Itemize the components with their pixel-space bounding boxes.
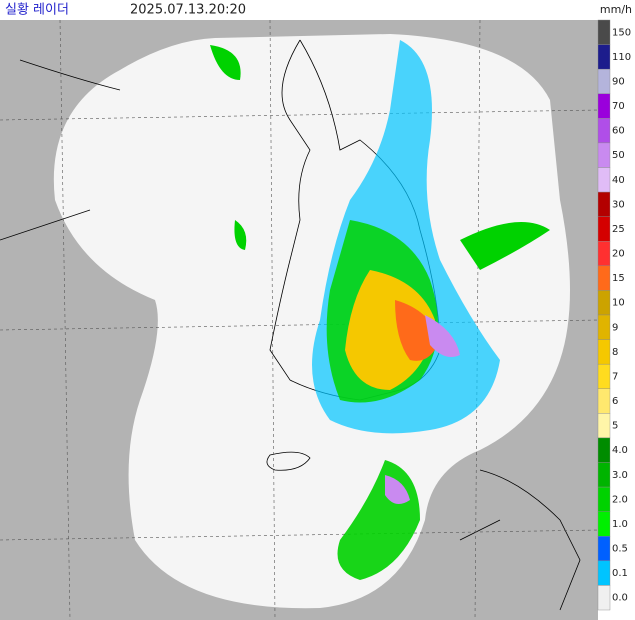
radar-coverage: [53, 34, 570, 609]
legend-swatch: [597, 241, 611, 267]
legend-label: 4.0: [612, 445, 628, 456]
legend-swatch: [597, 462, 611, 488]
legend-swatch: [597, 413, 611, 439]
legend-label: 0.5: [612, 544, 628, 555]
unit: mm/h: [600, 3, 632, 16]
legend-label: 9: [612, 322, 618, 333]
legend-label: 150: [612, 27, 631, 38]
legend-swatch: [597, 585, 611, 611]
legend-label: 7: [612, 371, 618, 382]
legend-label: 1.0: [612, 519, 628, 530]
legend-swatch: [597, 339, 611, 365]
legend-swatch: [597, 191, 611, 217]
title: 실황 레이더: [5, 3, 69, 18]
legend-label: 40: [612, 175, 625, 186]
legend-swatch: [597, 68, 611, 94]
legend-label: 6: [612, 396, 618, 407]
legend-swatch: [597, 314, 611, 340]
legend-swatch: [597, 486, 611, 512]
graticule: [0, 19, 599, 620]
legend-label: 20: [612, 249, 625, 260]
legend-label: 5: [612, 421, 618, 432]
legend-label: 15: [612, 273, 625, 284]
legend-label: 60: [612, 126, 625, 137]
legend-label: 0.1: [612, 568, 628, 579]
legend-swatch: [597, 560, 611, 586]
legend-swatch: [597, 167, 611, 193]
precipitation: [210, 40, 550, 580]
legend-swatch: [597, 388, 611, 414]
legend-swatch: [597, 363, 611, 389]
legend-label: 30: [612, 199, 625, 210]
legend-swatch: [597, 437, 611, 463]
legend-label: 3.0: [612, 470, 628, 481]
legend: 150 110 90 70 60 50 40 30 25 20 15 10 9 8 7 6 5 4.0 3.0 2.0…: [597, 19, 631, 611]
legend-label: 0.0: [612, 593, 628, 604]
legend-swatch: [597, 216, 611, 242]
map: [0, 19, 599, 620]
legend-label: 2.0: [612, 494, 628, 505]
legend-label: 110: [612, 52, 631, 63]
coastlines: [0, 39, 581, 611]
legend-swatch: [597, 118, 611, 144]
legend-swatch: [597, 93, 611, 119]
legend-label: 50: [612, 150, 625, 161]
legend-label: 10: [612, 298, 625, 309]
legend-label: 70: [612, 101, 625, 112]
legend-swatch: [597, 290, 611, 316]
legend-label: 25: [612, 224, 625, 235]
legend-swatch: [597, 536, 611, 562]
legend-label: 90: [612, 76, 625, 87]
legend-swatch: [597, 19, 611, 45]
legend-swatch: [597, 44, 611, 70]
timestamp: 2025.07.13.20:20: [130, 3, 246, 18]
legend-swatch: [597, 142, 611, 168]
legend-swatch: [597, 511, 611, 537]
legend-swatch: [597, 265, 611, 291]
legend-label: 8: [612, 347, 618, 358]
